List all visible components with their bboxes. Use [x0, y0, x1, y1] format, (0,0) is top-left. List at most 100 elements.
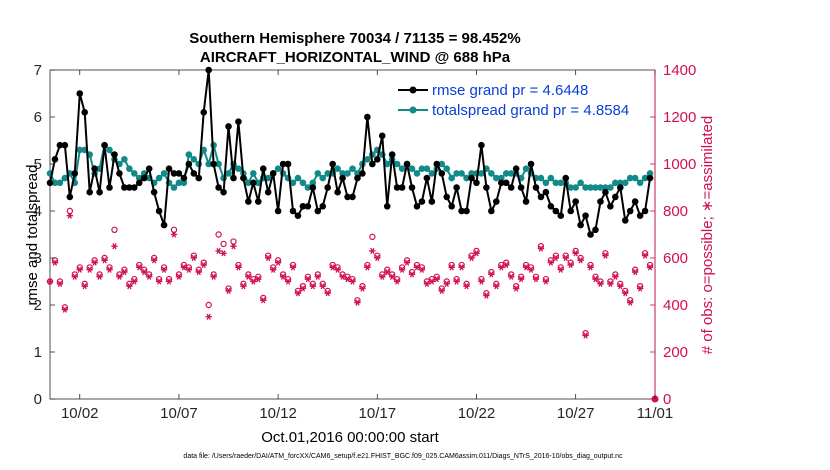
- totalspread-point: [493, 174, 500, 182]
- rmse-point: [488, 207, 495, 215]
- totalspread-point: [304, 184, 312, 191]
- obs-assimilated-point: [294, 290, 302, 297]
- obs-assimilated-point: [304, 276, 312, 283]
- rmse-point: [116, 170, 123, 177]
- rmse-point: [373, 156, 381, 163]
- totalspread-point: [344, 170, 351, 177]
- rmse-point: [497, 179, 505, 187]
- totalspread-point: [592, 184, 599, 191]
- rmse-point: [121, 184, 128, 191]
- totalspread-point: [289, 179, 297, 187]
- totalspread-point: [418, 165, 426, 172]
- rmse-point: [423, 174, 431, 182]
- rmse-point: [572, 198, 579, 205]
- rmse-point: [274, 207, 282, 215]
- rmse-point: [636, 212, 644, 219]
- rmse-point: [230, 174, 237, 182]
- totalspread-point: [626, 174, 634, 182]
- obs-assimilated-point: [116, 273, 123, 280]
- obs-assimilated-point: [61, 306, 69, 313]
- rmse-point: [180, 174, 188, 182]
- obs-assimilated-point: [587, 264, 594, 271]
- y-axis-label-right: # of obs: o=possible; ∗=assimilated: [699, 116, 716, 355]
- totalspread-point: [205, 160, 212, 168]
- obs-assimilated-point: [195, 269, 202, 276]
- obs-assimilated-point: [597, 280, 604, 287]
- obs-assimilated-point: [512, 285, 520, 292]
- totalspread-point: [428, 170, 436, 177]
- totalspread-point: [245, 179, 252, 187]
- totalspread-point: [542, 179, 550, 187]
- rmse-point: [324, 184, 332, 191]
- totalspread-point: [51, 179, 59, 187]
- rmse-point: [294, 212, 302, 219]
- obs-assimilated-point: [641, 252, 649, 259]
- totalspread-point: [185, 151, 193, 158]
- obs-assimilated-point: [369, 247, 376, 255]
- obs-assimilated-point: [111, 243, 118, 250]
- rmse-point: [289, 207, 297, 215]
- obs-assimilated-point: [260, 297, 267, 304]
- obs-assimilated-point: [210, 273, 217, 280]
- totalspread-point: [364, 156, 371, 163]
- totalspread-point: [175, 179, 183, 187]
- obs-assimilated-point: [245, 273, 252, 280]
- totalspread-point: [621, 179, 629, 187]
- obs-assimilated-point: [393, 278, 401, 285]
- obs-assimilated-point: [200, 261, 207, 269]
- rmse-point: [190, 170, 198, 177]
- totalspread-point: [646, 170, 654, 177]
- totalspread-point: [299, 179, 307, 187]
- rmse-point: [532, 184, 540, 191]
- y-left-tick-label: 5: [34, 156, 42, 173]
- obs-assimilated-point: [359, 285, 366, 292]
- y-right-tick-label: 800: [663, 203, 688, 220]
- obs-assimilated-point: [250, 278, 257, 285]
- obs-assimilated-point: [354, 299, 361, 306]
- rmse-point: [205, 66, 212, 74]
- obs-assimilated-point: [592, 276, 599, 283]
- totalspread-point: [453, 170, 460, 177]
- obs-assimilated-point: [289, 264, 297, 271]
- obs-assimilated-point: [433, 276, 441, 283]
- obs-assimilated-point: [264, 254, 272, 262]
- obs-assimilated-point: [453, 278, 460, 285]
- rmse-point: [51, 156, 59, 163]
- obs-assimilated-point: [428, 278, 436, 285]
- rmse-point: [269, 170, 277, 177]
- obs-possible-point: [170, 226, 178, 233]
- totalspread-point: [631, 174, 639, 182]
- y-right-tick-label: 1200: [663, 109, 696, 126]
- totalspread-point: [587, 184, 594, 191]
- totalspread-point: [463, 174, 470, 182]
- obs-assimilated-point: [136, 264, 143, 271]
- obs-assimilated-point: [557, 266, 564, 273]
- rmse-point: [433, 160, 441, 168]
- obs-assimilated-point: [46, 278, 54, 285]
- obs-assimilated-point: [220, 250, 227, 257]
- x-tick-label: 11/01: [637, 405, 673, 422]
- legend-rmse-marker: [409, 86, 417, 94]
- obs-assimilated-point: [66, 212, 74, 219]
- totalspread-point: [497, 174, 505, 182]
- rmse-point: [185, 160, 193, 168]
- rmse-point: [309, 184, 317, 191]
- obs-assimilated-point: [106, 266, 113, 273]
- rmse-point: [200, 109, 208, 116]
- rmse-point: [473, 179, 480, 187]
- totalspread-point: [56, 179, 64, 187]
- obs-assimilated-point: [299, 285, 307, 292]
- y-right-tick-label: 400: [663, 297, 688, 314]
- rmse-point: [527, 160, 535, 168]
- rmse-point: [626, 207, 634, 215]
- obs-assimilated-point: [175, 273, 183, 280]
- obs-possible-point: [215, 231, 222, 238]
- rmse-point: [453, 184, 460, 191]
- obs-assimilated-point: [567, 261, 574, 269]
- obs-assimilated-point: [438, 287, 445, 294]
- y-left-tick-label: 6: [34, 109, 42, 126]
- y-right-tick-label: 1000: [663, 156, 696, 173]
- totalspread-point: [502, 170, 510, 177]
- rmse-point: [383, 203, 391, 210]
- obs-assimilated-point: [448, 264, 455, 271]
